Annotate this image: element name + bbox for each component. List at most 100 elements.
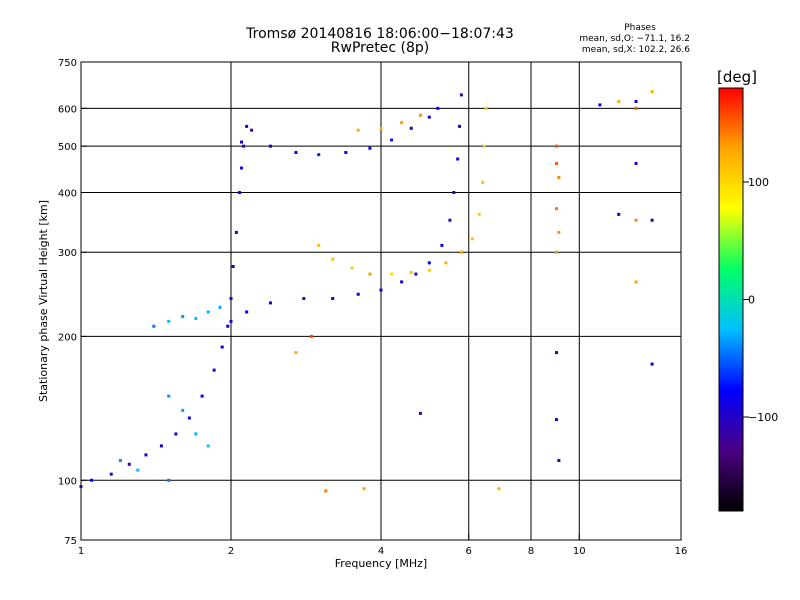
echo-point [229, 297, 233, 301]
x-tick-label: 4 [378, 546, 384, 557]
x-tick-label: 10 [573, 546, 586, 557]
echo-point [554, 161, 558, 165]
trace [294, 90, 654, 493]
echo-point [226, 324, 230, 328]
echo-point [245, 124, 249, 128]
echo-point [634, 106, 638, 110]
echo-point [409, 126, 413, 130]
x-axis-label: Frequency [MHz] [335, 557, 427, 570]
echo-point [200, 394, 204, 398]
colorbar-label: [deg] [717, 68, 757, 86]
echo-point [456, 157, 460, 161]
echo-point [324, 489, 328, 493]
echo-point [356, 292, 360, 296]
echo-point [206, 444, 210, 448]
y-tick-label: 750 [58, 58, 77, 69]
echo-point [220, 345, 224, 349]
colorbar-tick-label: 100 [748, 176, 769, 189]
echo-point [452, 190, 456, 194]
trace [229, 93, 463, 323]
echo-point [554, 207, 558, 211]
y-tick-label: 100 [58, 476, 77, 487]
echo-point [440, 243, 444, 247]
y-tick-label: 75 [64, 536, 77, 547]
phase-stats-title: Phases [624, 23, 656, 33]
echo-point [167, 478, 171, 482]
echo-point [448, 218, 452, 222]
echo-point [459, 93, 463, 97]
echo-point [79, 485, 83, 489]
echo-point [436, 106, 440, 110]
echo-point [187, 416, 191, 420]
echo-point [309, 334, 313, 338]
echo-point [331, 257, 335, 261]
echo-point [229, 319, 233, 323]
trace [317, 106, 488, 276]
echo-point [245, 310, 249, 314]
echo-point [331, 297, 335, 301]
echo-point [240, 166, 244, 170]
echo-point [212, 368, 216, 372]
echo-point [356, 128, 360, 132]
echo-point [90, 478, 94, 482]
echo-point [317, 243, 321, 247]
trace [240, 106, 440, 157]
echo-point [409, 271, 413, 275]
echo-point [206, 310, 210, 314]
colorbar-tick-label: −100 [748, 411, 778, 424]
echo-point [174, 432, 178, 436]
echo-point [136, 468, 140, 472]
phase-stats-x-mode: mean, sd,X: 102.2, 26.6 [581, 45, 690, 55]
echo-point [459, 250, 463, 254]
y-axis-label: Stationary phase Virtual Height [km] [37, 200, 50, 402]
echo-point [144, 453, 148, 457]
trace [79, 124, 249, 489]
echo-point [302, 297, 306, 301]
echo-point [368, 272, 372, 276]
echo-point [414, 272, 418, 276]
echo-point [427, 115, 431, 119]
echo-point [470, 237, 474, 241]
echo-point [390, 272, 394, 276]
echo-point [634, 100, 638, 104]
echo-point [167, 394, 171, 398]
echo-point [557, 230, 561, 234]
echo-point [127, 462, 131, 466]
echo-point [418, 411, 422, 415]
echo-point [350, 266, 354, 270]
echo-point [617, 212, 621, 216]
echo-point [458, 124, 462, 128]
echo-point [650, 90, 654, 94]
grid-lines [81, 62, 681, 540]
echo-point [368, 146, 372, 150]
echo-point [268, 144, 272, 148]
echo-point [390, 138, 394, 142]
chart-title-line-1: Tromsø 20140816 18:06:00−18:07:43 [246, 26, 514, 42]
echo-point [362, 487, 366, 491]
x-tick-label: 6 [466, 546, 472, 557]
echo-points [79, 90, 654, 493]
echo-point [194, 432, 198, 436]
echo-point [237, 190, 241, 194]
x-tick-label: 8 [528, 546, 534, 557]
y-tick-label: 400 [58, 188, 77, 199]
echo-point [181, 408, 185, 412]
echo-point [554, 144, 558, 148]
echo-point [167, 319, 171, 323]
echo-point [181, 315, 185, 319]
x-tick-label: 16 [675, 546, 688, 557]
echo-point [294, 351, 298, 355]
echo-point [344, 150, 348, 154]
y-axis: 75 100 200 300 400 500 600 750 [58, 58, 87, 547]
echo-point [554, 418, 558, 422]
echo-point [118, 458, 122, 462]
echo-point [379, 288, 383, 292]
y-tick-label: 600 [58, 104, 77, 115]
trace [118, 305, 222, 482]
x-axis: 1 2 4 6 8 10 16 [78, 534, 688, 557]
echo-point [650, 362, 654, 366]
echo-point [557, 175, 561, 179]
echo-point [240, 140, 244, 144]
echo-point [242, 144, 246, 148]
echo-point [481, 180, 485, 184]
